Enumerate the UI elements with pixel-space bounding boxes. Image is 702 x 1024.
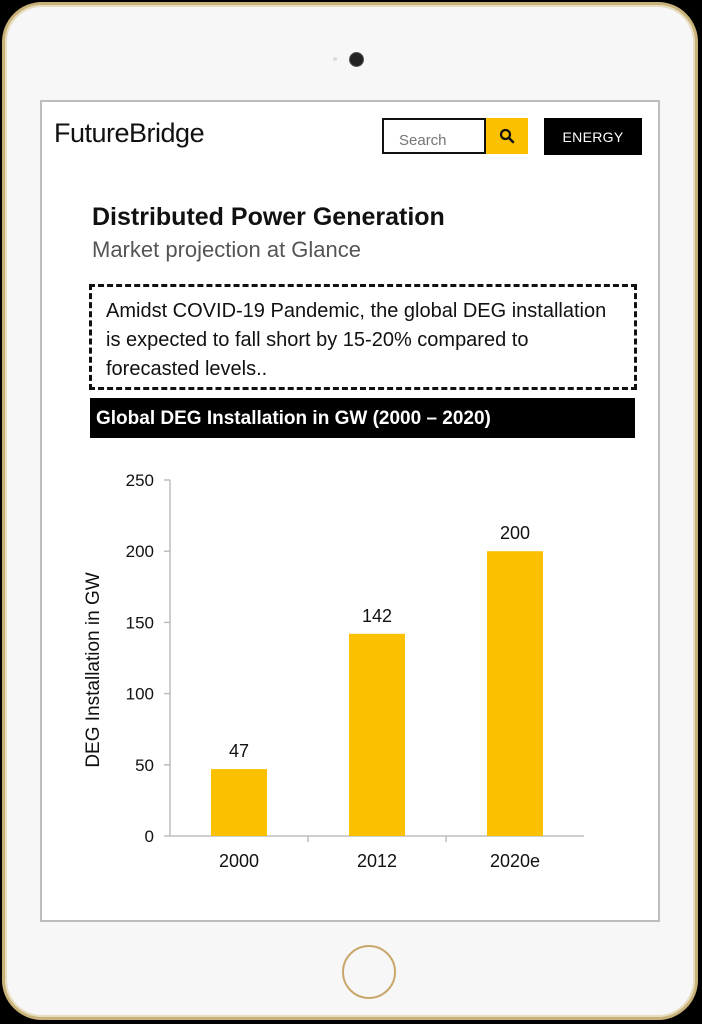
bar-2020e xyxy=(487,551,543,836)
y-tick-label: 100 xyxy=(126,685,154,704)
callout-box: Amidst COVID-19 Pandemic, the global DEG… xyxy=(89,284,637,390)
x-tick-label: 2020e xyxy=(490,851,540,871)
x-tick-label: 2000 xyxy=(219,851,259,871)
y-tick-label: 150 xyxy=(126,613,154,632)
bar-value-label: 47 xyxy=(229,741,249,761)
page-title: Distributed Power Generation xyxy=(92,203,445,231)
bar-value-label: 142 xyxy=(362,606,392,626)
energy-button[interactable]: ENERGY xyxy=(544,118,642,155)
y-tick-label: 200 xyxy=(126,542,154,561)
y-tick-label: 0 xyxy=(145,827,154,846)
search-input[interactable] xyxy=(382,118,486,154)
y-axis-label: DEG Installation in GW xyxy=(83,572,104,767)
bar-2012 xyxy=(349,633,405,836)
logo: FutureBridge xyxy=(54,118,205,148)
home-button[interactable] xyxy=(342,945,396,999)
search-icon xyxy=(499,128,515,144)
bar-chart: DEG Installation in GW 0 50 100 150 200 250 4… xyxy=(83,471,584,871)
y-tick-label: 50 xyxy=(135,756,154,775)
camera-icon xyxy=(349,52,364,67)
tablet-screen: FutureBridge ENERGY Distributed Power Ge… xyxy=(40,100,660,922)
chart-title-banner: Global DEG Installation in GW (2000 – 20… xyxy=(90,398,635,438)
bar-value-label: 200 xyxy=(500,523,530,543)
y-tick-label: 250 xyxy=(126,471,154,490)
page-subtitle: Market projection at Glance xyxy=(92,237,362,262)
x-tick-label: 2012 xyxy=(357,851,397,871)
bar-2000 xyxy=(211,769,267,836)
search-button[interactable] xyxy=(486,118,528,154)
sensor-dot xyxy=(333,57,337,61)
